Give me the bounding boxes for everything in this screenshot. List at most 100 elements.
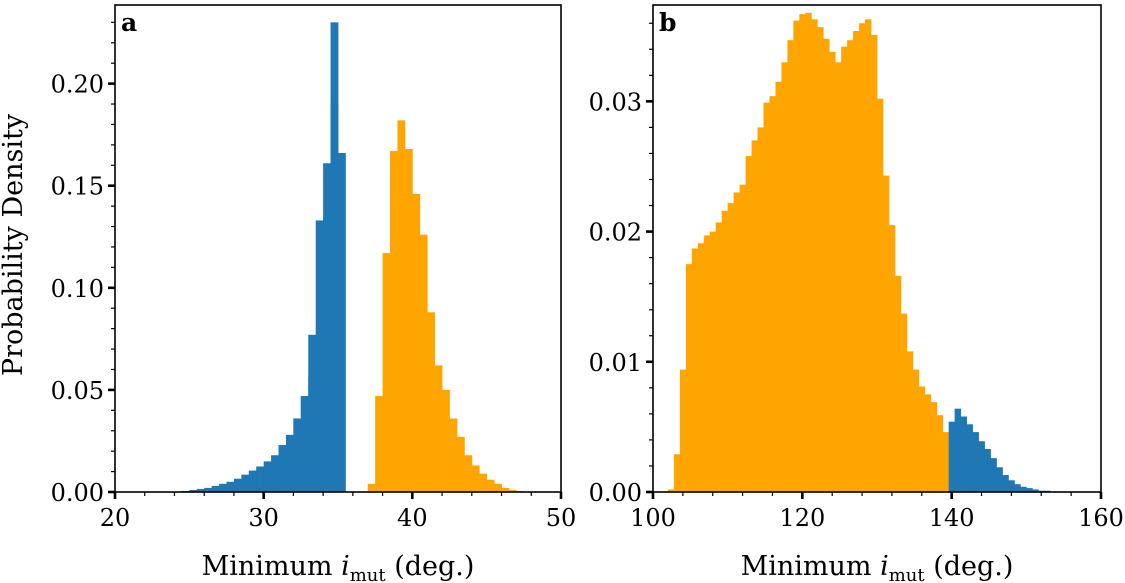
- histogram-bar: [404, 148, 413, 492]
- histogram-bar: [715, 222, 723, 492]
- histogram-bar: [390, 151, 398, 492]
- histogram-bar: [1014, 484, 1021, 492]
- histogram-bar: [972, 432, 979, 492]
- histogram-bar: [456, 436, 465, 492]
- histogram-bar: [948, 421, 956, 492]
- histogram-bar: [763, 102, 770, 492]
- histogram-bar: [271, 455, 279, 492]
- histogram-bar: [419, 234, 428, 492]
- histogram-bar: [226, 481, 235, 492]
- histogram-bar: [721, 210, 729, 493]
- histogram-bar: [211, 485, 220, 492]
- histogram-bar: [494, 483, 502, 492]
- histogram-bar: [847, 40, 854, 492]
- histogram-bar: [323, 163, 331, 492]
- x-axis-label: Minimum imut (deg.): [202, 551, 475, 583]
- histogram-bar: [817, 27, 824, 492]
- histogram-bar: [918, 386, 926, 492]
- histogram-bar: [984, 449, 991, 492]
- panel-b: 100 120 140 160 0.00 0.01 0.02 0.03 b Minimum imu…: [589, 4, 1124, 583]
- histogram-bar: [464, 455, 473, 492]
- histogram-bar: [966, 424, 973, 492]
- histogram-bar: [877, 98, 884, 492]
- histogram-bar: [787, 40, 794, 492]
- y-tick-label: 0.02: [589, 219, 642, 247]
- histogram-bar: [471, 465, 480, 492]
- x-tick-label: 40: [397, 504, 428, 532]
- histogram-bar: [703, 235, 711, 493]
- histogram-bar: [990, 458, 997, 492]
- histogram-bar: [793, 20, 800, 492]
- histogram-bar: [924, 394, 932, 492]
- histogram-bar: [781, 62, 788, 492]
- histogram-bar: [978, 441, 985, 492]
- histogram-bar: [1020, 486, 1027, 492]
- histogram-bar: [308, 334, 317, 492]
- histogram-bar: [727, 202, 735, 492]
- histogram-bar: [853, 31, 860, 492]
- histogram-bar: [248, 470, 257, 492]
- histogram-bar: [912, 369, 920, 492]
- histogram-bar: [936, 415, 944, 492]
- histogram-bar: [293, 418, 302, 492]
- histogram-bar: [382, 253, 391, 492]
- histogram-bar: [769, 96, 776, 493]
- histogram-bar: [486, 479, 495, 492]
- y-tick-label: 0.10: [51, 275, 104, 303]
- x-axis-label: Minimum imut (deg.): [741, 551, 1014, 583]
- histogram-bar: [189, 489, 198, 492]
- histogram-bar: [375, 396, 383, 492]
- histogram-bar: [888, 225, 896, 492]
- histogram-bar: [1008, 480, 1015, 492]
- histogram-bar: [434, 365, 443, 492]
- histogram-bar: [442, 389, 450, 492]
- plot-frame: [114, 4, 562, 493]
- y-tick-label: 0.20: [51, 71, 104, 99]
- x-tick-label: 100: [630, 504, 676, 532]
- histogram-bar: [751, 140, 758, 493]
- y-tick-label: 0.00: [589, 479, 642, 507]
- panel-label: b: [659, 8, 676, 37]
- histogram-bar: [219, 483, 227, 492]
- histogram-bar: [479, 473, 488, 492]
- histogram-bar: [1026, 488, 1033, 492]
- histogram-bar: [906, 351, 914, 492]
- histogram-bar: [233, 478, 242, 492]
- panel-a: 20 30 40 50 0.00 0.05 0.10 0.15 0.20 a Minimum imu…: [51, 4, 576, 583]
- histogram-bar: [338, 153, 346, 493]
- histogram-bar: [954, 408, 962, 492]
- histogram-bar: [865, 19, 872, 492]
- histogram-bar: [799, 14, 806, 493]
- histogram-bar: [397, 120, 406, 493]
- x-tick-label: 30: [248, 504, 279, 532]
- panel-label: a: [121, 8, 137, 37]
- histogram-bar: [673, 454, 681, 492]
- histogram-bar: [823, 38, 830, 493]
- histogram-bar: [315, 220, 324, 493]
- histogram-bar: [942, 432, 950, 492]
- histogram-bar: [256, 466, 265, 492]
- histogram-bar: [241, 474, 250, 492]
- histogram-bar: [775, 81, 782, 492]
- y-axis-label: Probability Density: [0, 113, 29, 376]
- histogram-bar: [900, 313, 908, 492]
- histogram-bar: [508, 489, 517, 492]
- histogram-bar: [204, 487, 213, 492]
- histogram-bar: [691, 248, 699, 492]
- histogram-bar: [894, 275, 902, 492]
- histogram-bar: [709, 231, 717, 492]
- histogram-bar: [263, 461, 272, 492]
- histogram-bar: [835, 62, 842, 492]
- x-tick-label: 120: [779, 504, 825, 532]
- histogram-bar: [757, 127, 764, 493]
- x-tick-label: 140: [929, 504, 975, 532]
- histogram-bar: [1032, 489, 1039, 492]
- histogram-bar: [196, 488, 205, 492]
- histogram-bar: [449, 418, 458, 492]
- histogram-bar: [733, 192, 741, 492]
- histogram-bar: [745, 156, 752, 493]
- y-tick-label: 0.03: [589, 88, 642, 116]
- x-tick-label: 160: [1078, 504, 1124, 532]
- x-tick-label: 20: [100, 504, 131, 532]
